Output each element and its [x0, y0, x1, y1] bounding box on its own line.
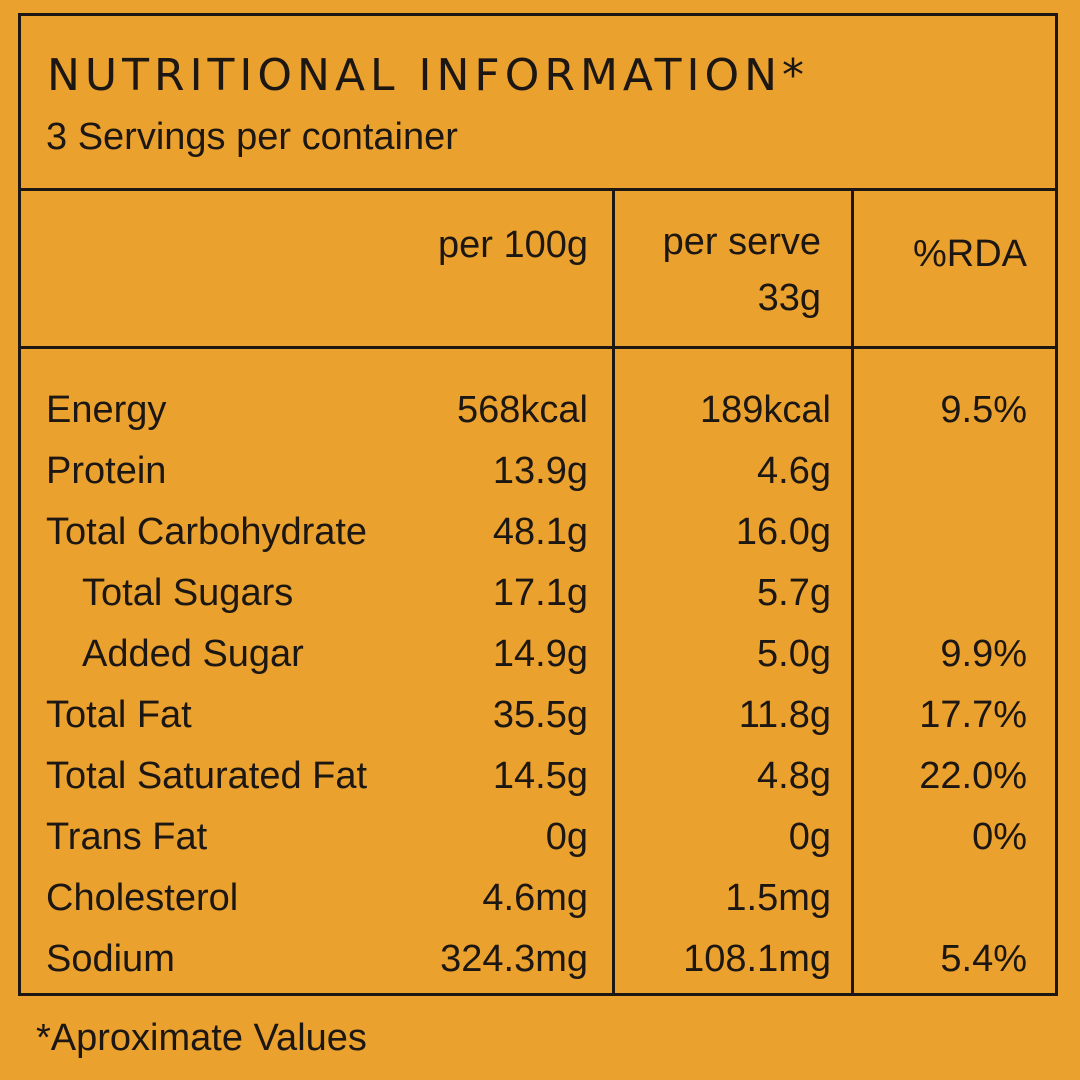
value-per-serve: 5.0g: [757, 633, 831, 675]
nutrient-name: Energy: [46, 389, 167, 431]
nutrient-name: Added Sugar: [82, 633, 304, 675]
value-per-serve: 5.7g: [757, 572, 831, 614]
nutrient-row: Total Fat 35.5g 11.8g 17.7%: [21, 685, 1055, 746]
value-per-serve: 11.8g: [738, 694, 831, 736]
nutrient-row: Protein 13.9g 4.6g: [21, 441, 1055, 502]
value-per-100g: 48.1g: [492, 511, 588, 553]
value-per-serve: 108.1mg: [683, 938, 831, 980]
nutrition-panel: NUTRITIONAL INFORMATION* 3 Servings per …: [18, 13, 1058, 996]
nutrient-name: Sodium: [46, 938, 175, 980]
nutrient-row: Total Carbohydrate 48.1g 16.0g: [21, 502, 1055, 563]
value-per-100g: 324.3mg: [440, 938, 588, 980]
value-per-serve: 189kcal: [700, 389, 831, 431]
nutrient-row: Energy 568kcal 189kcal 9.5%: [21, 380, 1055, 441]
nutrient-row: Added Sugar 14.9g 5.0g 9.9%: [21, 624, 1055, 685]
value-per-serve: 0g: [788, 816, 831, 858]
column-divider-1: [612, 189, 615, 996]
nutrient-row: Total Saturated Fat 14.5g 4.8g 22.0%: [21, 746, 1055, 807]
value-rda: 9.9%: [940, 633, 1027, 675]
nutrient-name: Total Carbohydrate: [46, 511, 368, 553]
nutrient-name: Protein: [46, 450, 167, 492]
column-divider-2: [851, 189, 854, 996]
nutrient-name: Total Fat: [46, 694, 192, 736]
nutrient-row: Cholesterol 4.6mg 1.5mg: [21, 868, 1055, 929]
nutrient-row: Sodium 324.3mg 108.1mg 5.4%: [21, 929, 1055, 990]
column-header-per-serve: per serve: [662, 221, 821, 263]
value-per-100g: 35.5g: [492, 694, 588, 736]
value-rda: 5.4%: [940, 938, 1027, 980]
value-per-serve: 1.5mg: [725, 877, 831, 919]
value-per-100g: 568kcal: [457, 389, 588, 431]
value-rda: 22.0%: [919, 755, 1027, 797]
value-per-serve: 16.0g: [735, 511, 831, 553]
nutrient-row: Total Sugars 17.1g 5.7g: [21, 563, 1055, 624]
value-per-100g: 14.5g: [492, 755, 588, 797]
nutrient-name: Total Sugars: [82, 572, 294, 614]
value-per-serve: 4.8g: [757, 755, 831, 797]
nutrient-name: Total Saturated Fat: [46, 755, 368, 797]
value-per-100g: 0g: [545, 816, 588, 858]
servings-per-container: 3 Servings per container: [46, 116, 458, 158]
header-divider: [21, 188, 1055, 191]
footnote: *Aproximate Values: [36, 1017, 367, 1059]
value-per-100g: 4.6mg: [482, 877, 588, 919]
value-per-100g: 13.9g: [492, 450, 588, 492]
column-header-per-serve-size: 33g: [757, 277, 821, 319]
nutrient-row: Trans Fat 0g 0g 0%: [21, 807, 1055, 868]
nutrient-name: Cholesterol: [46, 877, 239, 919]
value-per-serve: 4.6g: [757, 450, 831, 492]
value-per-100g: 17.1g: [492, 572, 588, 614]
value-rda: 0%: [972, 816, 1027, 858]
column-header-rda: %RDA: [912, 233, 1027, 275]
column-header-per-100g: per 100g: [437, 224, 588, 266]
value-per-100g: 14.9g: [492, 633, 588, 675]
value-rda: 17.7%: [919, 694, 1027, 736]
value-rda: 9.5%: [940, 389, 1027, 431]
body-divider: [21, 346, 1055, 349]
nutrient-name: Trans Fat: [46, 816, 208, 858]
panel-title: NUTRITIONAL INFORMATION*: [47, 50, 809, 101]
